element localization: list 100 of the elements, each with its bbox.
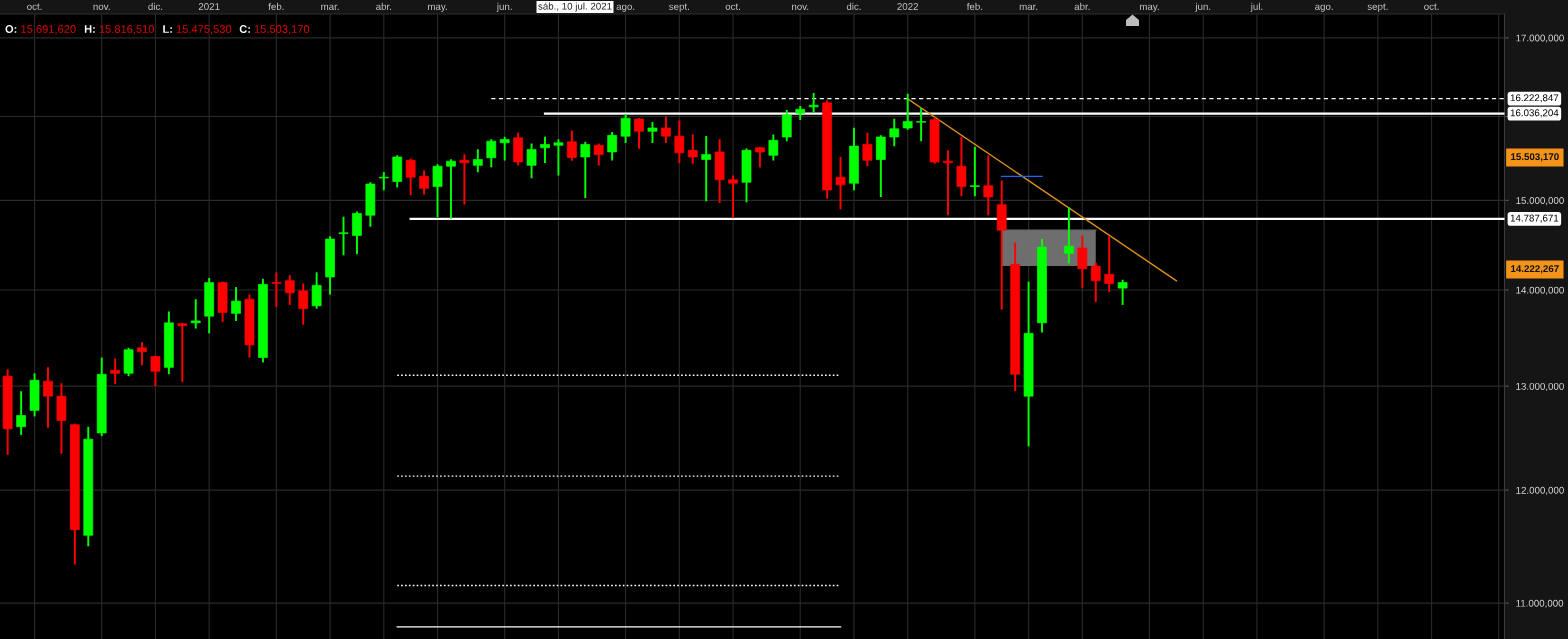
data-label: 14.787,671 [1510,214,1559,223]
candlestick [647,122,658,143]
candlestick [553,139,564,176]
x-tick-label: dic. [846,2,861,10]
y-tick-label: 13.000,000 [1516,382,1564,391]
candlestick [526,143,537,179]
candlestick [902,93,913,130]
candlestick [835,156,846,210]
x-tick-label: dic. [148,2,163,10]
candlestick [593,143,604,166]
x-tick-label: oct. [1424,3,1439,10]
candlestick [110,358,120,385]
x-tick-label: jul. [1250,2,1263,12]
candlestick [177,322,188,383]
candlestick [486,139,497,168]
candlestick [956,136,967,197]
candlestick [190,299,201,329]
annotation: 15.475,530 [176,25,232,35]
x-tick-label: abr. [1074,2,1090,10]
x-tick-label: feb. [268,2,284,10]
candlestick [889,118,900,147]
y-tick-label: 17.000,000 [1516,34,1564,43]
candlestick [419,170,429,195]
candlestick [943,150,953,216]
candlestick [378,171,389,191]
candlestick [620,113,631,143]
x-tick-label: mar. [321,4,339,10]
annotation: 15.503,170 [254,25,310,35]
annotation: 15.816,510 [99,25,155,35]
candlestick [499,136,510,161]
annotation: L: [163,25,172,33]
candlestick [607,131,618,161]
candlestick [1104,236,1115,292]
candlestick [123,347,134,377]
candlestick [674,120,685,163]
x-tick-label: oct. [27,3,42,10]
candlestick [567,130,577,161]
candlestick [1077,235,1088,289]
x-tick-label: 2021 [198,3,220,10]
y-tick-label: 15.000,000 [1516,197,1564,206]
candlestick [271,272,282,307]
candlestick [634,118,644,149]
candlestick [701,136,712,202]
candlestick [1117,279,1128,305]
data-label: 16.222,847 [1510,94,1559,103]
x-tick-label: nov. [792,4,809,10]
candlestick [298,283,309,325]
candlestick [540,136,550,163]
x-tick-label: sept. [1367,3,1388,12]
candlestick [284,275,295,305]
y-tick-label: 11.000,000 [1516,599,1564,608]
candlestick [1064,207,1074,264]
candlestick [446,159,456,219]
y-tick-label: 14.000,000 [1516,286,1564,295]
candlestick [472,149,483,173]
candlestick [432,164,443,218]
candlestick [755,146,765,168]
x-tick-label: sept. [669,3,689,12]
candlestick [808,93,819,113]
candlestick [781,109,792,142]
candlestick [352,211,362,255]
annotation: O: [5,25,17,33]
candlestick [768,134,779,161]
candlestick [580,141,591,198]
x-tick-label: ago. [1315,4,1333,12]
y-tick-label: 12.000,000 [1516,486,1564,495]
candlestick [338,216,349,256]
candlestick [862,132,873,167]
candlestick [916,108,926,142]
candlestick [459,154,470,205]
candlestick [969,146,980,197]
x-tick-label: ago. [616,4,635,12]
annotation: 15.691,620 [21,25,76,35]
x-tick-label: abr. [376,2,392,10]
candlestick [231,287,241,321]
x-tick-label: may. [428,4,447,12]
candlestick [43,367,53,428]
text: 15.503,170 [1511,153,1559,162]
candlestick [661,116,671,143]
data-label: 16.036,204 [1510,109,1559,118]
text: 14.222,267 [1511,265,1559,274]
candlestick [137,341,147,366]
candlestick [1090,262,1101,303]
x-tick-label: nov. [93,4,110,10]
annotation: H: [84,25,95,33]
candlestick [687,134,698,164]
candlestick [405,158,416,196]
annotation: C: [239,25,250,33]
candlestick [150,355,161,387]
x-tick-label: feb. [966,2,983,10]
text: sáb., 10 jul. 2021 [538,2,612,12]
x-tick-label: may. [1139,4,1159,12]
x-tick-label: oct. [725,3,741,10]
x-tick-label: 2022 [897,3,919,10]
candlestick [311,272,322,309]
candlestick [728,175,738,218]
candlestick [875,135,886,198]
x-tick-label: jun. [1195,2,1211,12]
candlestick [983,155,994,216]
x-tick-label: jun. [496,2,512,12]
